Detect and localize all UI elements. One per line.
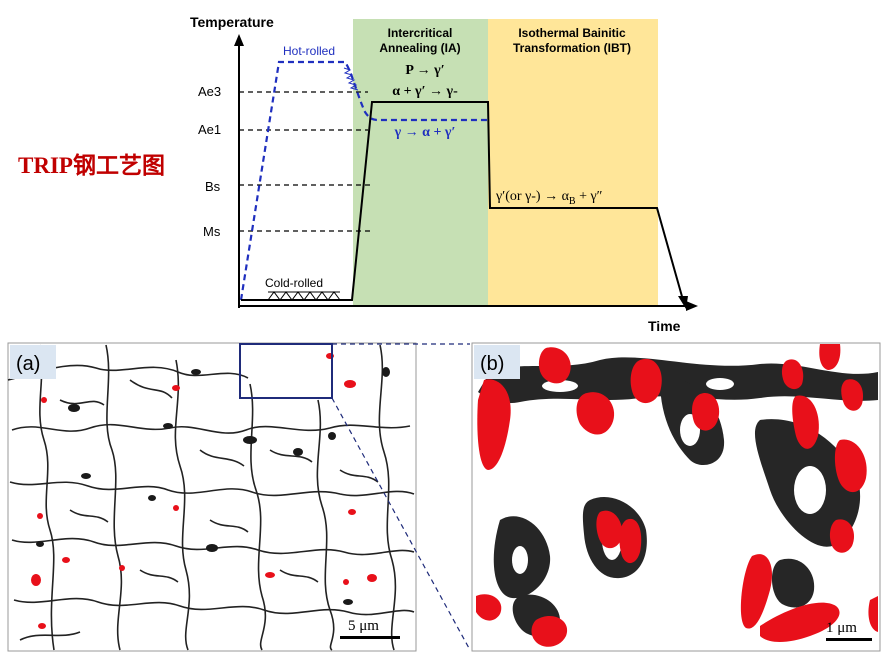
reaction-ibt-tail: + γ″ — [576, 189, 603, 204]
inset-box — [239, 343, 333, 399]
scale-b-label: 1 μm — [826, 620, 857, 636]
reaction-ibt-subscript: B — [569, 196, 576, 207]
scale-bar-a — [340, 636, 400, 639]
micrograph-b: (b) 1 μm — [471, 342, 881, 652]
zoom-connectors — [331, 343, 471, 651]
reaction-hot: γ → α + γ′ — [394, 125, 456, 140]
hot-deformation-icon — [343, 67, 359, 91]
x-axis-label: Time — [648, 318, 681, 334]
reaction-p: P → γ′ — [405, 63, 444, 78]
level-label-ae1: Ae1 — [198, 122, 221, 137]
scale-a-label: 5 μm — [348, 618, 379, 634]
red-phase-a — [31, 353, 377, 629]
red-phase-b — [476, 344, 878, 647]
ia-title-line1: Intercritical — [388, 26, 453, 40]
level-lines — [239, 91, 372, 232]
cold-rolled-path — [241, 101, 684, 301]
ia-title-line2: Annealing (IA) — [379, 41, 460, 55]
reaction-ibt: γ′(or γ-) → αB + γ″ — [495, 189, 603, 207]
micrograph-a: (a) 5 μm — [7, 342, 417, 652]
scale-bar-b — [826, 638, 872, 641]
y-axis-arrow-icon — [234, 34, 244, 46]
ibt-zone — [488, 19, 658, 306]
micrograph-a-label: (a) — [16, 353, 40, 375]
x-axis-arrow-icon — [686, 301, 698, 311]
dark-phase-a — [36, 367, 390, 605]
ibt-title-line1: Isothermal Bainitic — [518, 26, 626, 40]
reaction-alpha: α + γ′ → γ- — [392, 84, 458, 99]
reaction-ibt-main: γ′(or γ-) → α — [495, 189, 570, 204]
y-axis-label: Temperature — [190, 14, 274, 30]
level-label-ms: Ms — [203, 224, 221, 239]
level-label-ae3: Ae3 — [198, 84, 221, 99]
ia-zone — [353, 19, 488, 306]
level-label-bs: Bs — [205, 179, 221, 194]
cold-deformation-icon — [267, 291, 341, 301]
ibt-title-line2: Transformation (IBT) — [513, 41, 631, 55]
cold-rolled-label: Cold-rolled — [265, 276, 323, 290]
hot-rolled-label: Hot-rolled — [283, 44, 335, 58]
overlay-title: TRIP钢工艺图 — [18, 153, 165, 178]
hot-rolled-path — [239, 60, 488, 301]
micrograph-b-label: (b) — [480, 353, 504, 375]
quench-arrow-icon — [678, 296, 688, 309]
axes — [234, 34, 698, 311]
